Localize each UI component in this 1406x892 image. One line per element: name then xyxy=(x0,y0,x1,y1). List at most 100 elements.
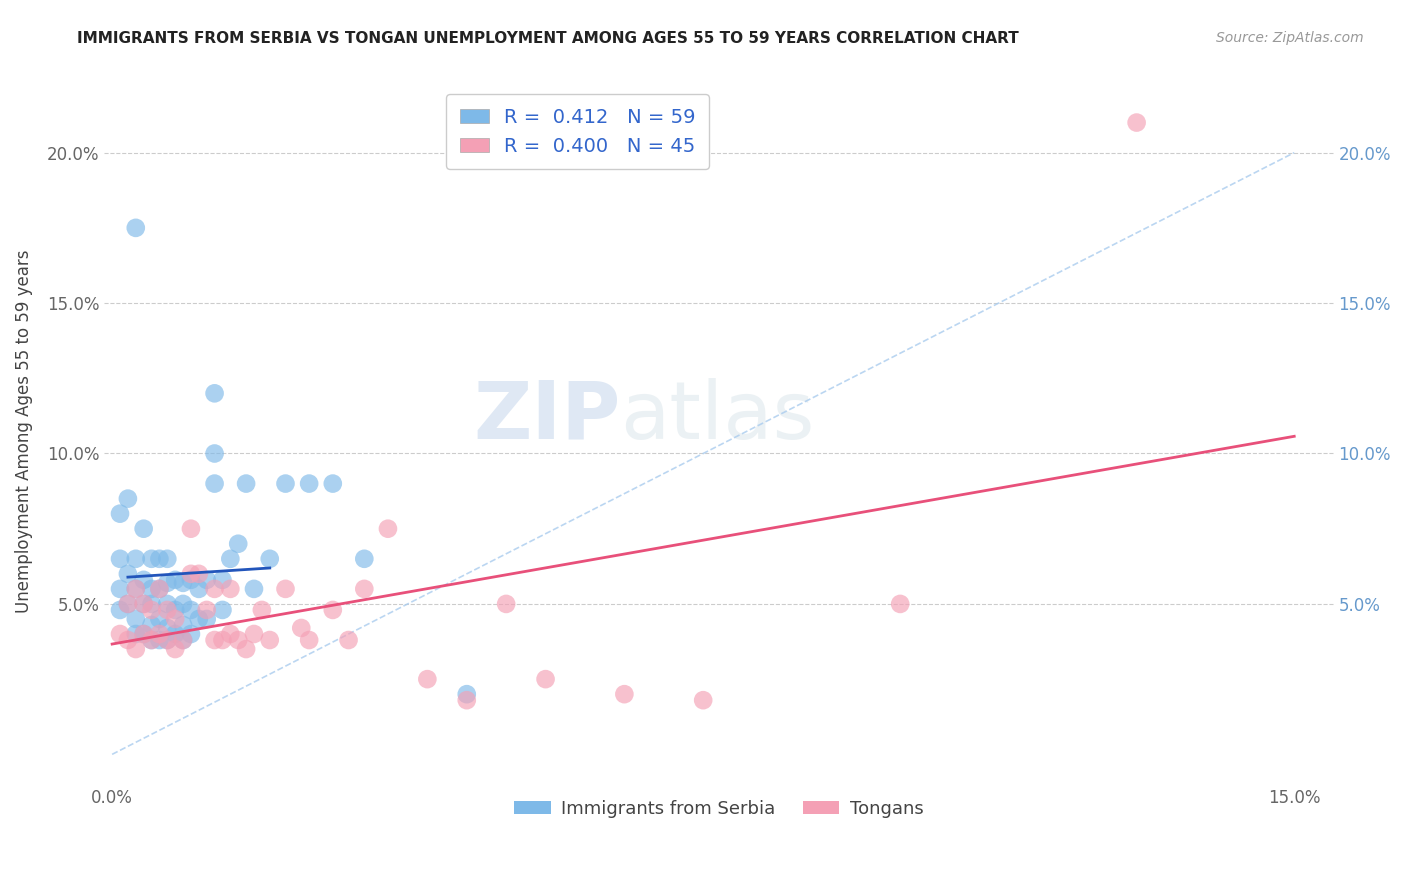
Point xyxy=(172,597,194,611)
Point xyxy=(274,582,297,596)
Point xyxy=(141,582,163,596)
Point xyxy=(180,627,202,641)
Point xyxy=(148,633,170,648)
Point xyxy=(141,603,163,617)
Point xyxy=(132,627,155,641)
Point xyxy=(322,476,344,491)
Point xyxy=(180,573,202,587)
Point xyxy=(889,597,911,611)
Point xyxy=(219,551,242,566)
Point xyxy=(204,633,226,648)
Point xyxy=(180,566,202,581)
Point xyxy=(1125,115,1147,129)
Point xyxy=(416,672,439,686)
Point xyxy=(108,582,131,596)
Point xyxy=(211,603,233,617)
Point xyxy=(165,603,187,617)
Point xyxy=(243,582,266,596)
Point xyxy=(298,633,321,648)
Point xyxy=(250,603,273,617)
Point xyxy=(226,537,249,551)
Point xyxy=(156,621,179,635)
Point xyxy=(156,633,179,648)
Point xyxy=(125,642,148,657)
Point xyxy=(148,612,170,626)
Point xyxy=(132,522,155,536)
Point xyxy=(125,627,148,641)
Point xyxy=(172,618,194,632)
Point xyxy=(274,476,297,491)
Text: ZIP: ZIP xyxy=(474,378,620,456)
Point xyxy=(125,220,148,235)
Point xyxy=(211,573,233,587)
Point xyxy=(125,582,148,596)
Point xyxy=(172,575,194,590)
Point xyxy=(165,573,187,587)
Point xyxy=(456,693,478,707)
Point xyxy=(156,551,179,566)
Text: IMMIGRANTS FROM SERBIA VS TONGAN UNEMPLOYMENT AMONG AGES 55 TO 59 YEARS CORRELAT: IMMIGRANTS FROM SERBIA VS TONGAN UNEMPLO… xyxy=(77,31,1019,46)
Point xyxy=(148,627,170,641)
Point xyxy=(353,551,375,566)
Point xyxy=(165,612,187,626)
Legend: Immigrants from Serbia, Tongans: Immigrants from Serbia, Tongans xyxy=(508,792,931,825)
Point xyxy=(125,551,148,566)
Point xyxy=(180,603,202,617)
Point xyxy=(117,633,139,648)
Point xyxy=(156,597,179,611)
Point xyxy=(156,633,179,648)
Point xyxy=(125,582,148,596)
Point xyxy=(337,633,360,648)
Point xyxy=(132,573,155,587)
Point xyxy=(108,551,131,566)
Point xyxy=(117,566,139,581)
Point xyxy=(117,597,139,611)
Point xyxy=(172,633,194,648)
Point xyxy=(534,672,557,686)
Point xyxy=(456,687,478,701)
Point xyxy=(141,633,163,648)
Point xyxy=(219,582,242,596)
Point xyxy=(211,633,233,648)
Point xyxy=(187,582,209,596)
Point xyxy=(141,597,163,611)
Point xyxy=(259,551,281,566)
Point xyxy=(156,603,179,617)
Point xyxy=(172,633,194,648)
Point xyxy=(108,627,131,641)
Point xyxy=(204,446,226,460)
Point xyxy=(132,627,155,641)
Point xyxy=(132,597,155,611)
Text: atlas: atlas xyxy=(620,378,815,456)
Point xyxy=(148,582,170,596)
Point xyxy=(243,627,266,641)
Point xyxy=(235,642,257,657)
Point xyxy=(117,491,139,506)
Point xyxy=(117,597,139,611)
Point xyxy=(195,612,218,626)
Point xyxy=(219,627,242,641)
Text: Source: ZipAtlas.com: Source: ZipAtlas.com xyxy=(1216,31,1364,45)
Point xyxy=(259,633,281,648)
Point xyxy=(204,582,226,596)
Point xyxy=(165,642,187,657)
Point xyxy=(495,597,517,611)
Point xyxy=(195,603,218,617)
Point xyxy=(290,621,312,635)
Point xyxy=(377,522,399,536)
Point xyxy=(180,522,202,536)
Point xyxy=(132,597,155,611)
Point xyxy=(613,687,636,701)
Y-axis label: Unemployment Among Ages 55 to 59 years: Unemployment Among Ages 55 to 59 years xyxy=(15,249,32,613)
Point xyxy=(148,551,170,566)
Point xyxy=(187,566,209,581)
Point xyxy=(692,693,714,707)
Point xyxy=(141,618,163,632)
Point xyxy=(156,575,179,590)
Point xyxy=(108,603,131,617)
Point xyxy=(125,612,148,626)
Point xyxy=(353,582,375,596)
Point xyxy=(141,633,163,648)
Point xyxy=(298,476,321,491)
Point xyxy=(204,386,226,401)
